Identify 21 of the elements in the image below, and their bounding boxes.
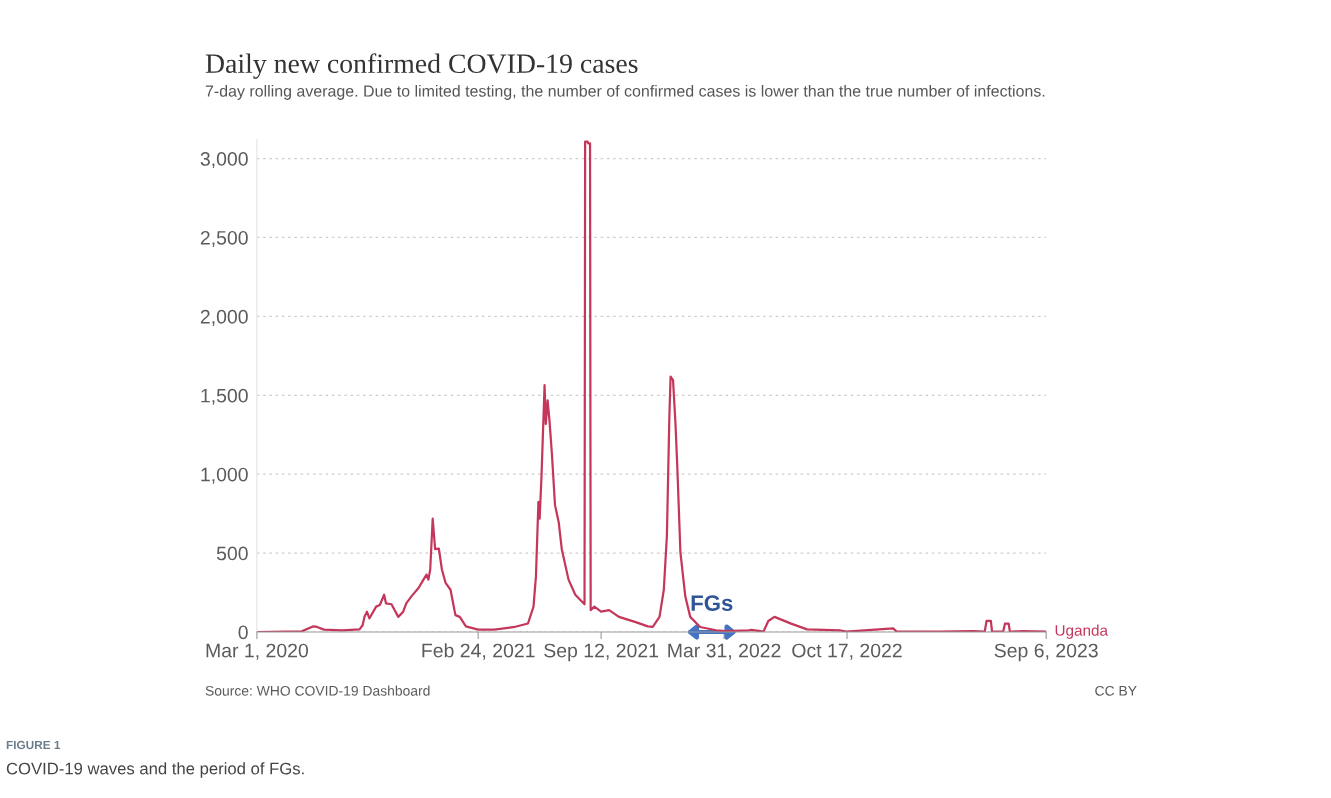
y-tick-label: 2,500: [200, 230, 248, 248]
chart-title: Daily new confirmed COVID-19 cases: [205, 53, 638, 79]
y-tick-label: 1,000: [201, 467, 248, 484]
y-tick-label: 1,500: [201, 388, 248, 405]
x-tick-label: Sep 6, 2023: [994, 643, 1098, 662]
text: CC BY: [1095, 685, 1137, 696]
x-tick-label: Feb 24, 2021: [422, 643, 535, 660]
caption: FIGURE 1: [6, 740, 61, 750]
y-tick-label: 3,000: [200, 152, 248, 169]
text: COVID-19 waves and the period of FGs.: [6, 762, 304, 778]
y-tick-label: 0: [238, 625, 248, 640]
series-label: Uganda: [1055, 624, 1109, 639]
x-tick-label: Oct 17, 2022: [792, 643, 902, 660]
x-tick-label: Mar 1, 2020: [206, 643, 309, 660]
y-tick-label: 500: [216, 546, 248, 561]
source-note: Source: WHO COVID-19 Dashboard: [205, 685, 430, 696]
x-tick-label: Mar 31, 2022: [668, 643, 781, 660]
annotation: FGs: [691, 595, 733, 611]
x-tick-label: Sep 12, 2021: [544, 643, 659, 662]
y-tick-label: 2,000: [200, 309, 248, 326]
chart-subtitle: 7-day rolling average. Due to limited testing, the number of confirmed cases is lower than the true number of infections.: [205, 85, 1045, 100]
